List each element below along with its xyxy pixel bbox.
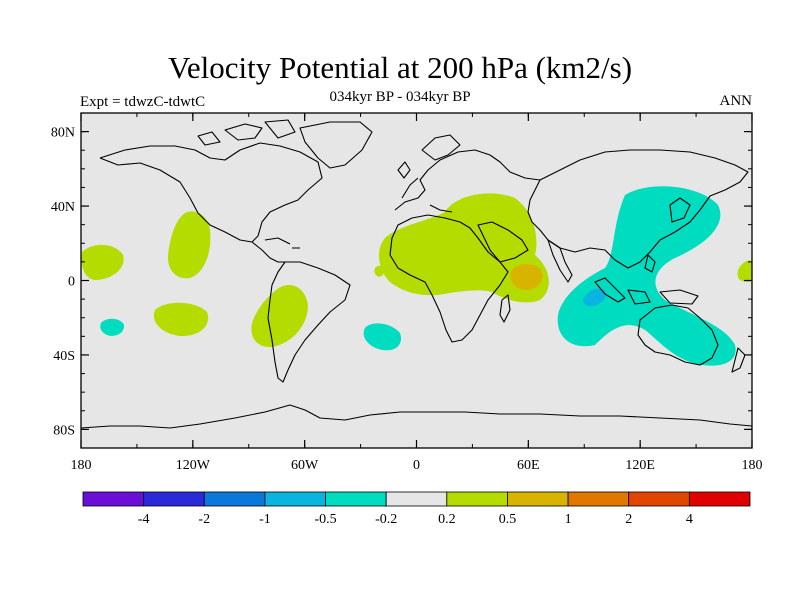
lon-tick-label: 60E	[517, 458, 540, 473]
lon-tick-label: 180	[742, 458, 763, 473]
strong-positive-core	[510, 264, 543, 290]
positive-anomaly-north-pacific	[167, 211, 211, 279]
coastline-arctic-islands	[197, 119, 296, 146]
colorbar-label: 1	[565, 512, 572, 527]
negative-anomaly-south-atlantic	[363, 323, 401, 351]
experiment-label: Expt = tdwzC-tdwtC	[80, 94, 206, 110]
colorbar-swatch	[82, 491, 145, 507]
coastline-madagascar	[499, 294, 511, 323]
lon-tick-label: 120W	[176, 458, 211, 473]
coastline-new-zealand	[731, 347, 746, 373]
coastline-indonesia	[594, 254, 699, 305]
coastline-north-america	[99, 142, 323, 243]
lat-tick-label: 40N	[51, 200, 75, 215]
colorbar-label: 4	[686, 512, 693, 527]
colorbar-swatch	[264, 491, 326, 507]
coastline-caribbean	[264, 237, 300, 249]
coastline-japan	[669, 197, 691, 223]
colorbar-label: -4	[138, 512, 150, 527]
negative-anomaly-south-pacific	[100, 318, 125, 336]
colorbar-swatch	[446, 491, 508, 507]
coastlines	[81, 119, 752, 429]
colorbar-swatch	[628, 491, 690, 507]
colorbar-swatch	[143, 491, 205, 507]
positive-anomaly-south-pacific	[153, 302, 209, 337]
lat-tick-label: 80S	[53, 423, 75, 438]
positive-anomaly-central-pacific	[81, 244, 124, 280]
positive-anomaly-south-america	[251, 285, 308, 348]
colorbar-swatch	[325, 491, 387, 507]
colorbar-label: -1	[259, 512, 271, 527]
positive-anomaly-east-atlantic-small	[374, 265, 384, 277]
map-subtitle: 034kyr BP - 034kyr BP	[329, 89, 471, 105]
lat-tick-label: 40S	[53, 349, 75, 364]
coastline-europe	[394, 149, 541, 213]
colorbar-label: -0.2	[375, 512, 397, 527]
colorbar-label: -0.5	[314, 512, 336, 527]
coastline-south-america	[267, 261, 351, 383]
lat-tick-label: 80N	[51, 126, 75, 141]
colorbar-label: -2	[198, 512, 210, 527]
lon-tick-label: 120E	[625, 458, 655, 473]
contour-fields	[81, 186, 752, 366]
colorbar: -4 -2 -1 -0.5 -0.2 0.2 0.5 1 2 4	[82, 491, 751, 527]
colorbar-swatch	[507, 491, 569, 507]
coastline-british-isles	[397, 134, 461, 179]
coastline-india	[547, 239, 573, 283]
colorbar-swatch	[688, 491, 751, 507]
coastline-antarctica	[81, 404, 752, 429]
negative-anomaly-west-pacific	[557, 186, 736, 366]
coastline-arabia	[477, 221, 529, 263]
lat-tick-label: 0	[68, 275, 75, 290]
coastline-central-america	[251, 241, 285, 263]
coastline-greenland	[299, 121, 373, 169]
colorbar-swatch	[567, 491, 630, 507]
coastline-africa	[389, 214, 509, 343]
colorbar-swatch	[385, 491, 448, 507]
strong-negative-core	[583, 288, 607, 307]
season-label: ANN	[719, 93, 753, 109]
lon-tick-label: 180	[71, 458, 92, 473]
coastline-australia	[637, 304, 719, 366]
colorbar-label: 2	[625, 512, 632, 527]
lon-tick-label: 60W	[291, 458, 319, 473]
map-axes: 80N 40N 0 40S 80S 180 120W 60W 0 60E 120E 180	[51, 112, 763, 473]
lon-tick-label: 0	[413, 458, 420, 473]
colorbar-swatch	[203, 491, 266, 507]
colorbar-label: 0.5	[499, 512, 517, 527]
map-title: Velocity Potential at 200 hPa (km2/s)	[167, 50, 633, 85]
positive-anomaly-dateline-east	[737, 260, 752, 282]
colorbar-label: 0.2	[438, 512, 456, 527]
